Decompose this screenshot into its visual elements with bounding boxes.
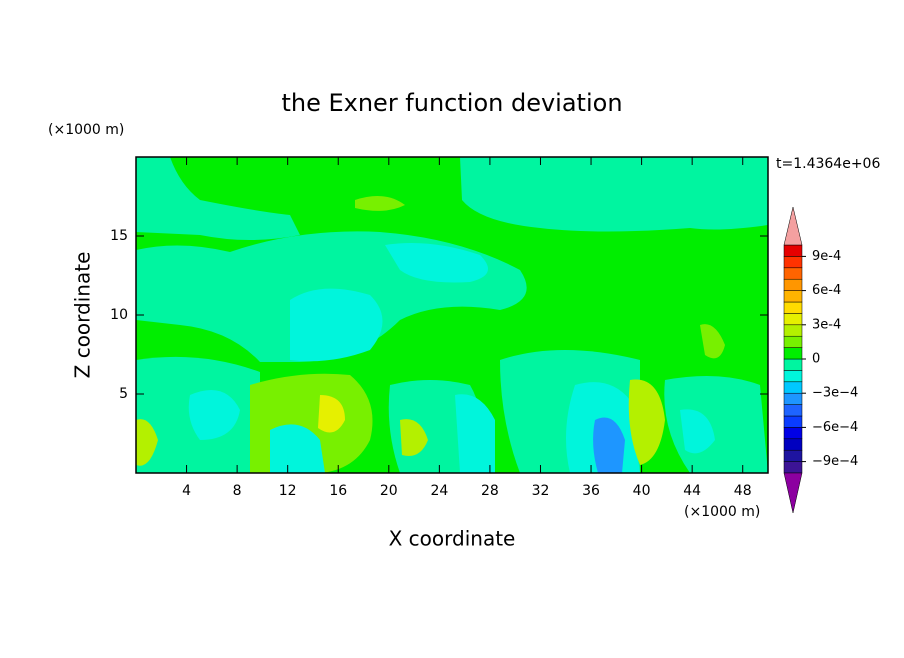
x-tick-label: 8 [233,483,242,499]
colorbar-over [783,206,803,246]
x-tick-label: 4 [182,483,191,499]
x-tick-label: 28 [481,483,499,499]
colorbar-tick-label: −9e−4 [812,454,858,469]
colorbar-box [783,290,803,303]
colorbar-box [783,438,803,451]
colorbar-tick-label: −3e−4 [812,386,858,401]
x-tick-label: 24 [430,483,448,499]
colorbar-tick-label: 3e-4 [812,317,841,332]
colorbar-tick-label: 0 [812,352,820,367]
colorbar-box [783,404,803,417]
colorbar-box [783,415,803,428]
colorbar-box [783,381,803,394]
y-tick-label: 5 [119,386,128,402]
x-tick-label: 40 [633,483,651,499]
x-axis-label: X coordinate [389,527,516,551]
colorbar-tick-label: 6e-4 [812,283,841,298]
colorbar-box [783,324,803,337]
y-unit: (×1000 m) [48,122,124,138]
colorbar-box [783,392,803,405]
y-tick-label: 10 [110,307,128,323]
colorbar-tick-label: −6e−4 [812,420,858,435]
x-tick-label: 44 [683,483,701,499]
x-tick-label: 16 [329,483,347,499]
colorbar-box [783,267,803,280]
x-tick-label: 20 [380,483,398,499]
colorbar-box [783,358,803,371]
x-tick-label: 36 [582,483,600,499]
colorbar-box [783,335,803,348]
x-unit: (×1000 m) [684,504,760,520]
colorbar-box [783,256,803,269]
colorbar-box [783,278,803,291]
y-tick-label: 15 [110,228,128,244]
colorbar-under [783,472,803,514]
contour-field [136,157,768,473]
colorbar-box [783,461,803,474]
colorbar-box [783,313,803,326]
x-tick-label: 48 [734,483,752,499]
y-axis-label: Z coordinate [71,252,95,379]
colorbar-box [783,301,803,314]
colorbar-tick-label: 9e-4 [812,249,841,264]
chart-title: the Exner function deviation [281,89,622,117]
colorbar-box [783,370,803,383]
x-tick-label: 32 [532,483,550,499]
annotation: t=1.4364e+06 [776,156,880,172]
x-tick-label: 12 [279,483,297,499]
colorbar-box [783,244,803,257]
colorbar-box [783,347,803,360]
colorbar-box [783,427,803,440]
colorbar-box [783,449,803,462]
